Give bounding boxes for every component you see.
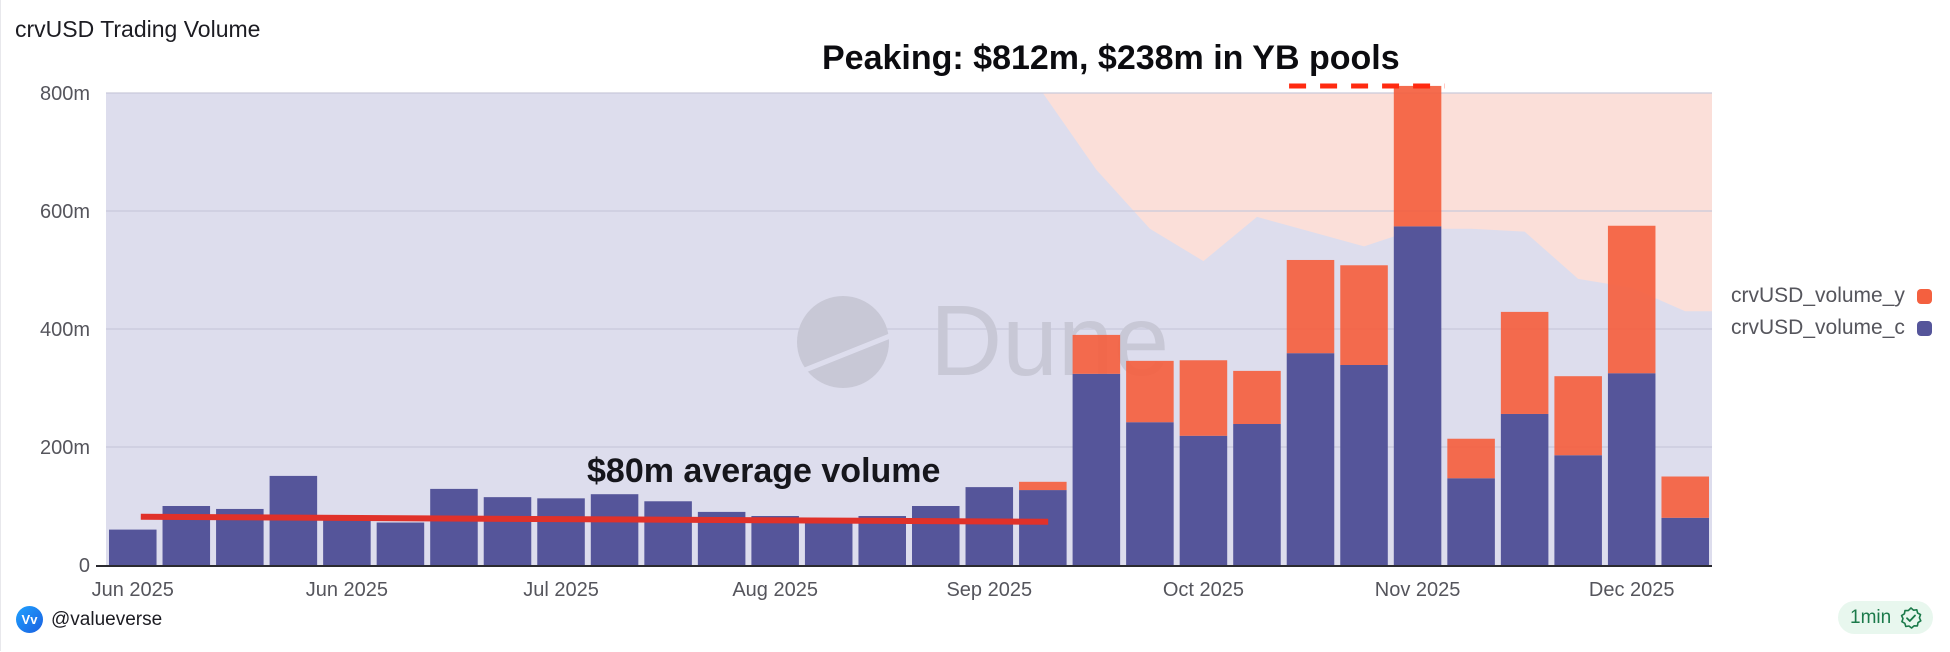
bar-volume-c [376, 522, 425, 565]
avatar: Vv [16, 606, 43, 633]
gridlines [106, 92, 1712, 448]
bar-volume-y [1607, 225, 1656, 374]
bar-volume-c [1661, 517, 1709, 565]
y-tick-label: 0 [79, 555, 90, 577]
bar-volume-y [1554, 376, 1602, 456]
legend-label: crvUSD_volume_c [1731, 316, 1905, 339]
bar-volume-y [1500, 311, 1549, 414]
author[interactable]: Vv @valueverse [16, 606, 162, 633]
x-tick-label: Jun 2025 [92, 579, 174, 600]
bar-volume-y [1179, 360, 1228, 436]
x-tick-label: Nov 2025 [1375, 579, 1461, 600]
bar-volume-c [1500, 413, 1549, 565]
bar-volume-y [1393, 85, 1442, 227]
chart-canvas: Dune 0 200m 400m 600m 800m Jun 2025 Jun 2025 Ju… [40, 39, 1712, 600]
bar-volume-c [1179, 435, 1228, 565]
bar-volume-c [1607, 373, 1656, 565]
bar-volume-y [1286, 259, 1335, 354]
legend-swatch-icon [1917, 288, 1932, 304]
bar-volume-c [1019, 490, 1067, 565]
bar-volume-c [1447, 478, 1495, 565]
bar-volume-c [644, 501, 692, 565]
bars [109, 85, 1709, 565]
x-tick-label: Oct 2025 [1163, 579, 1244, 600]
bar-volume-c [1233, 423, 1281, 565]
average-line [140, 513, 1049, 525]
legend-item-volume-c[interactable]: crvUSD_volume_c [1731, 312, 1950, 344]
bar-volume-c [323, 518, 371, 565]
bar-volume-c [965, 487, 1014, 565]
bar-volume-c [1286, 353, 1335, 565]
bar-volume-c [1393, 226, 1442, 565]
bar-volume-c [1554, 455, 1602, 565]
username: @valueverse [51, 608, 163, 630]
bar-volume-c [858, 516, 906, 565]
legend: crvUSD_volume_y crvUSD_volume_c [1731, 280, 1950, 344]
refresh-interval: 1min [1850, 606, 1892, 628]
bar-volume-c [537, 498, 585, 565]
x-tick-label: Jun 2025 [306, 579, 388, 600]
average-annotation: $80m average volume [587, 452, 940, 490]
bar-volume-c [109, 529, 157, 565]
legend-label: crvUSD_volume_y [1731, 284, 1905, 307]
annotations: $80m average volume Peaking: $812m, $238… [140, 39, 1445, 525]
axes: 0 200m 400m 600m 800m Jun 2025 Jun 2025 Jul 202… [40, 83, 1712, 600]
bar-volume-c [912, 506, 960, 565]
y-tick-label: 400m [40, 319, 90, 341]
bar-volume-y [1233, 370, 1281, 424]
refresh-badge[interactable]: 1min [1838, 601, 1934, 634]
bar-volume-y [1019, 481, 1067, 491]
bar-volume-c [1072, 373, 1121, 565]
bar-volume-c [1126, 422, 1174, 565]
bar-volume-y [1447, 438, 1495, 479]
x-tick-label: Dec 2025 [1589, 579, 1675, 600]
bar-volume-y [1340, 265, 1388, 365]
bar-volume-y [1661, 476, 1709, 518]
bar-volume-c [804, 522, 853, 565]
x-tick-label: Aug 2025 [732, 579, 818, 600]
peak-annotation: Peaking: $812m, $238m in YB pools [822, 39, 1400, 77]
verified-check-icon [1900, 606, 1922, 629]
y-tick-label: 800m [40, 83, 90, 105]
chart-title: crvUSD Trading Volume [15, 16, 261, 42]
x-tick-label: Sep 2025 [946, 579, 1032, 600]
bar-volume-c [430, 488, 478, 565]
dune-logo-slash [804, 333, 891, 373]
bar-volume-c [590, 494, 639, 565]
bar-volume-c [751, 516, 799, 565]
legend-item-volume-y[interactable]: crvUSD_volume_y [1731, 280, 1950, 312]
bar-volume-y [1126, 360, 1174, 423]
legend-swatch-icon [1917, 320, 1932, 336]
bar-volume-y [1072, 334, 1121, 374]
x-tick-label: Jul 2025 [523, 579, 599, 600]
bar-volume-c [483, 497, 532, 565]
y-tick-label: 200m [40, 437, 90, 459]
bar-volume-c [1340, 364, 1388, 565]
dune-watermark: Dune [797, 285, 1169, 397]
y-tick-label: 600m [40, 201, 90, 223]
